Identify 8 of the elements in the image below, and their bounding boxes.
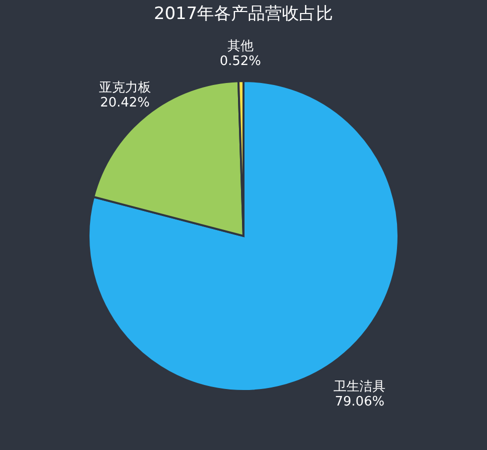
chart-title: 2017年各产品营收占比 <box>154 4 334 24</box>
data-label: 0.52% <box>220 54 262 70</box>
data-label: 20.42% <box>100 96 150 111</box>
slice-label: 卫生洁具 <box>334 379 386 394</box>
slice-label: 其他 <box>227 39 254 54</box>
pie-slice <box>88 80 400 392</box>
slice-label: 亚克力板 <box>98 80 151 96</box>
data-label: 79.06% <box>334 394 384 410</box>
